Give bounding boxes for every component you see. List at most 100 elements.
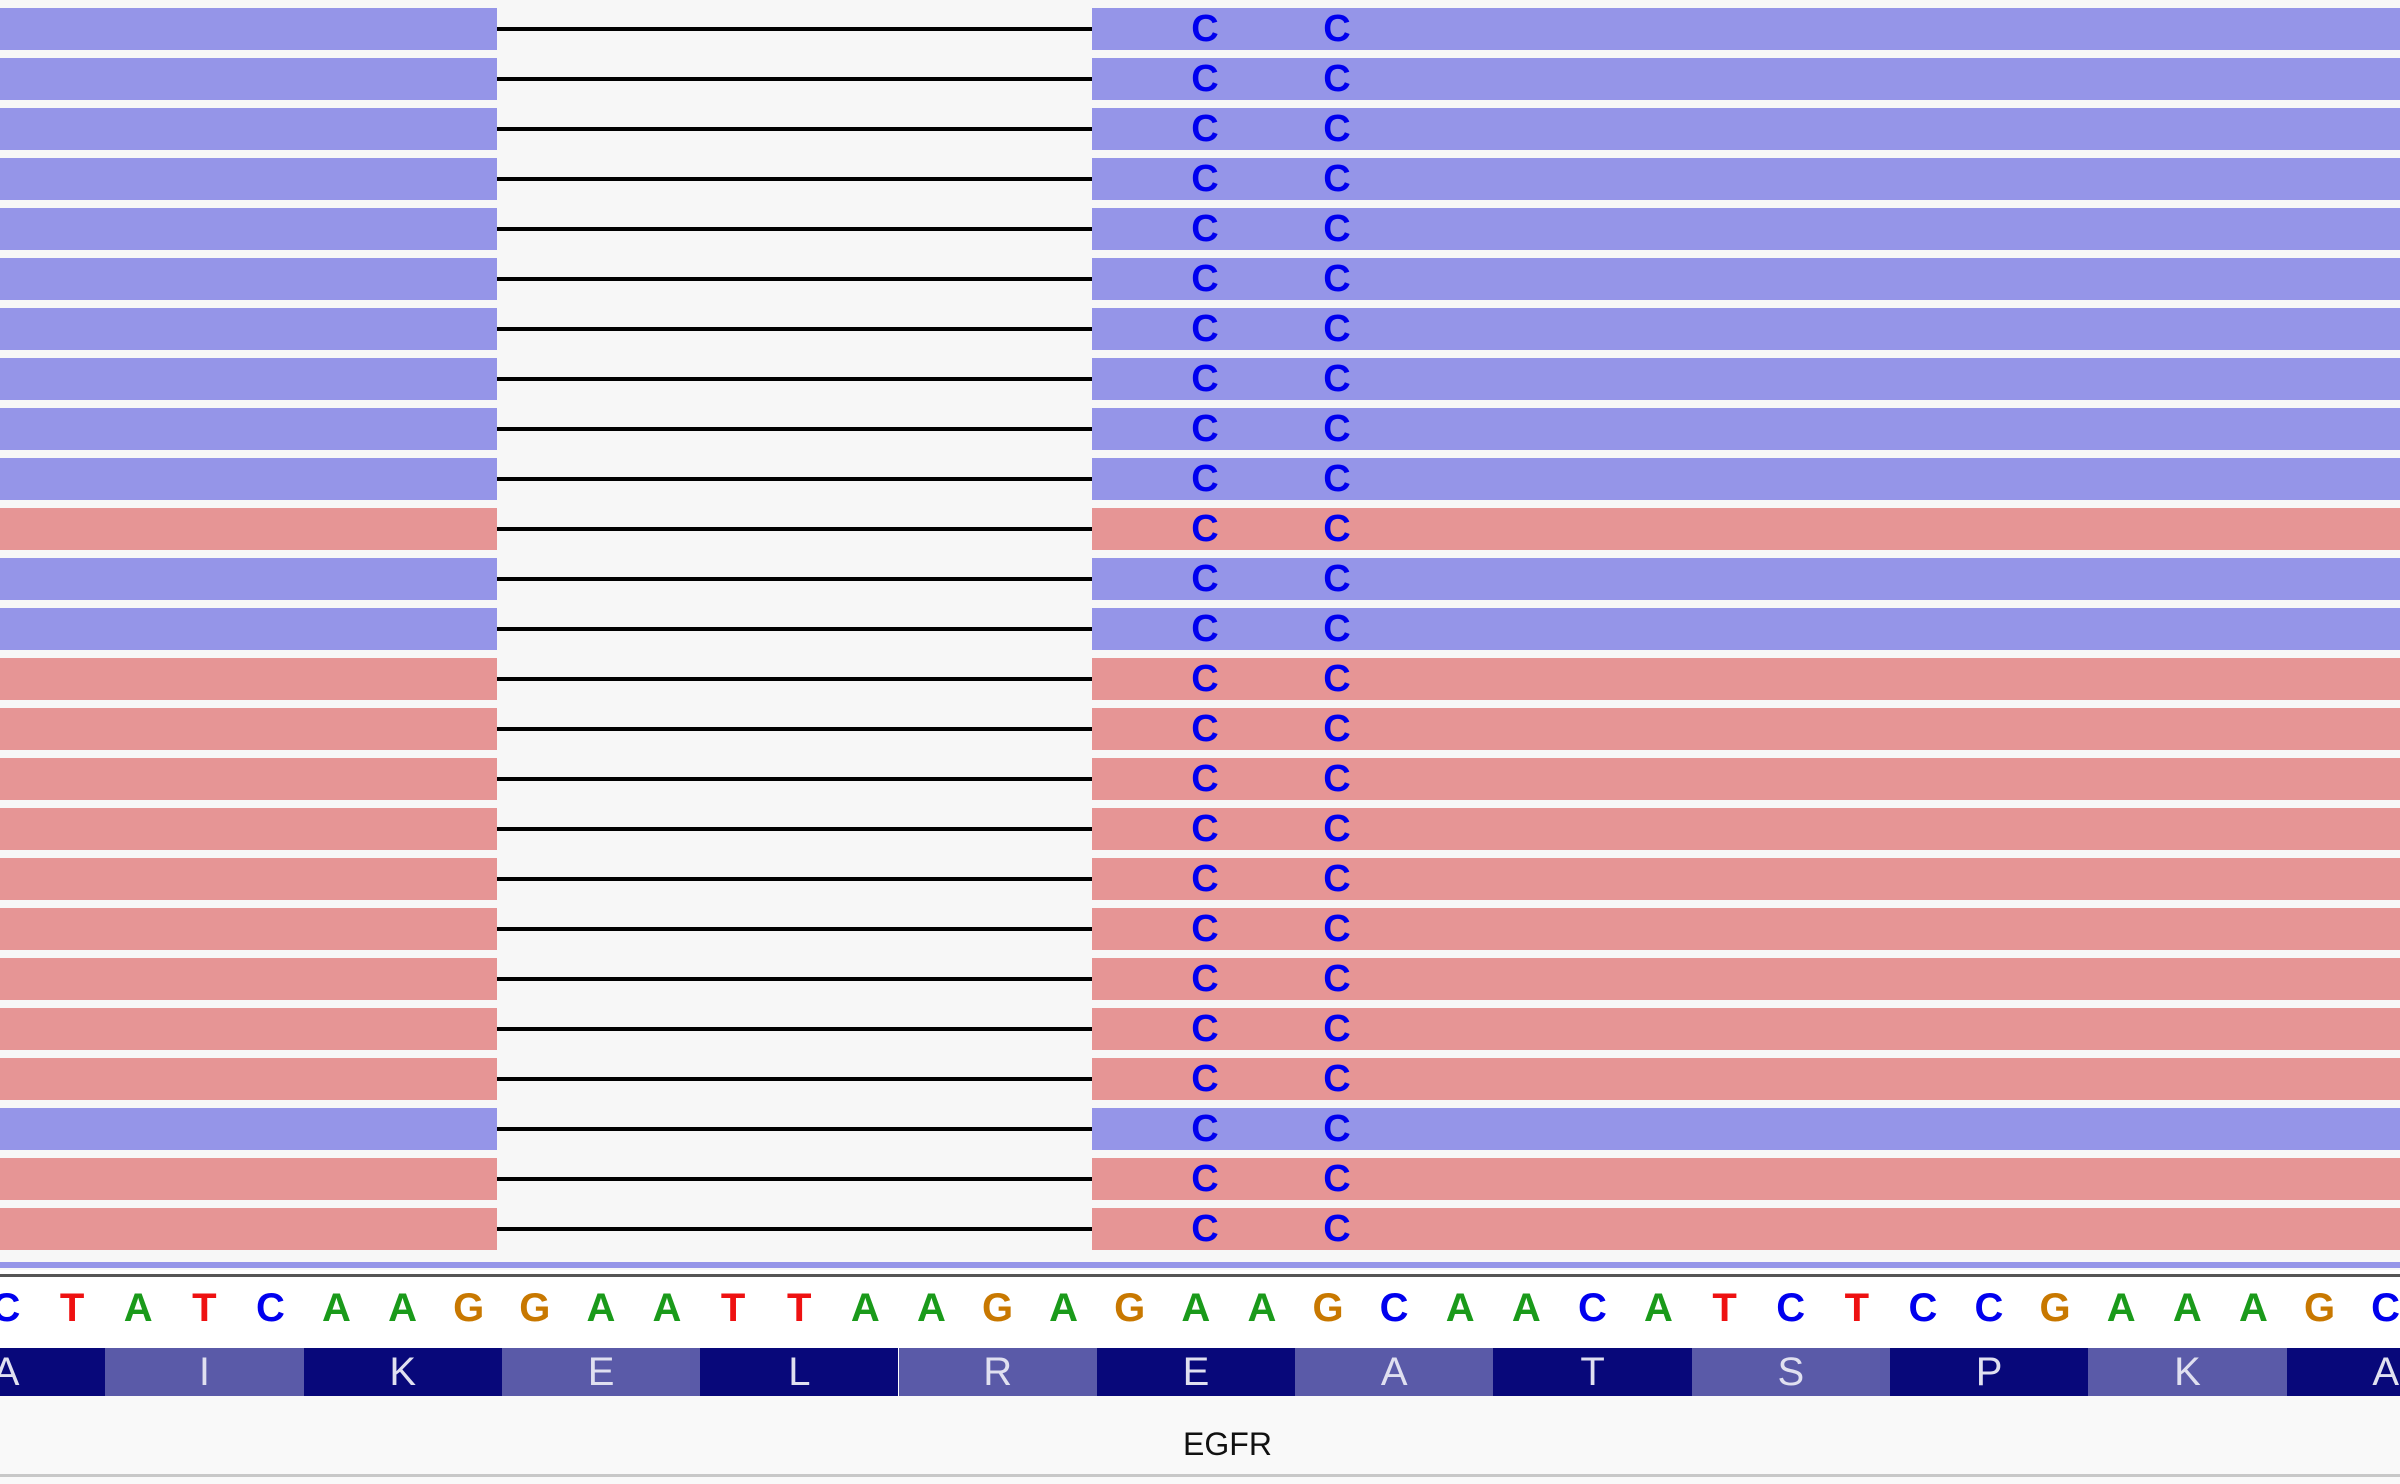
- read-aligned-block-right[interactable]: [1092, 58, 2400, 100]
- reference-base: G: [981, 1286, 1014, 1330]
- mismatch-base: C: [1323, 808, 1351, 850]
- read-aligned-block-left[interactable]: [0, 1208, 497, 1250]
- read-aligned-block-left[interactable]: [0, 658, 497, 700]
- read-aligned-block-left[interactable]: [0, 258, 497, 300]
- read-aligned-block-right[interactable]: [1092, 758, 2400, 800]
- read-aligned-block-right[interactable]: [1092, 608, 2400, 650]
- read-aligned-block-right[interactable]: [1092, 1058, 2400, 1100]
- read-aligned-block-right[interactable]: [1092, 558, 2400, 600]
- read-aligned-block-left[interactable]: [0, 408, 497, 450]
- read-aligned-block-left[interactable]: [0, 1158, 497, 1200]
- read-aligned-block-right[interactable]: [1092, 658, 2400, 700]
- deletion-line: [497, 277, 1092, 281]
- amino-acid-block: A: [2286, 1348, 2400, 1396]
- read-aligned-block-left[interactable]: [0, 308, 497, 350]
- read-aligned-block-left[interactable]: [0, 1058, 497, 1100]
- read-aligned-block-left[interactable]: [0, 708, 497, 750]
- read-aligned-block-left[interactable]: [0, 808, 497, 850]
- read-aligned-block-right[interactable]: [1092, 208, 2400, 250]
- amino-acid-block: K: [2088, 1348, 2287, 1396]
- read-aligned-block-left[interactable]: [0, 858, 497, 900]
- gene-track[interactable]: EGFR: [0, 1396, 2400, 1484]
- mismatch-base: C: [1323, 508, 1351, 550]
- read-aligned-block-left[interactable]: [0, 558, 497, 600]
- read-aligned-block-right[interactable]: [1092, 808, 2400, 850]
- read-aligned-block-right[interactable]: [1092, 1158, 2400, 1200]
- deletion-line: [497, 1177, 1092, 1181]
- read-aligned-block-left[interactable]: [0, 158, 497, 200]
- read-aligned-block-right[interactable]: [1092, 458, 2400, 500]
- read-aligned-block-right[interactable]: [1092, 958, 2400, 1000]
- reference-base: C: [0, 1286, 21, 1330]
- read-aligned-block-left[interactable]: [0, 1108, 497, 1150]
- read-aligned-block-left[interactable]: [0, 8, 497, 50]
- read-aligned-block-right[interactable]: [1092, 408, 2400, 450]
- mismatch-base: C: [1323, 58, 1351, 100]
- deletion-line: [497, 727, 1092, 731]
- reference-base: G: [519, 1286, 551, 1330]
- read-aligned-block-right[interactable]: [1092, 858, 2400, 900]
- read-aligned-block-left[interactable]: [0, 108, 497, 150]
- read-aligned-block-right[interactable]: [1092, 108, 2400, 150]
- mismatch-base: C: [1191, 58, 1219, 100]
- read-aligned-block-left[interactable]: [0, 1008, 497, 1050]
- read-aligned-block-right[interactable]: [1092, 358, 2400, 400]
- reference-base: T: [720, 1286, 746, 1330]
- read-aligned-block-right[interactable]: [1092, 508, 2400, 550]
- read-aligned-block-left[interactable]: [0, 608, 497, 650]
- deletion-line: [497, 177, 1092, 181]
- read-aligned-block-right[interactable]: [1092, 258, 2400, 300]
- read-aligned-block-right[interactable]: [1092, 1208, 2400, 1250]
- read-aligned-block-left[interactable]: [0, 58, 497, 100]
- read-aligned-block-right[interactable]: [1092, 308, 2400, 350]
- read-aligned-block-right[interactable]: [1092, 8, 2400, 50]
- read-aligned-block-left[interactable]: [0, 758, 497, 800]
- deletion-line: [497, 127, 1092, 131]
- read-aligned-block-right[interactable]: [1092, 158, 2400, 200]
- read-aligned-block-left[interactable]: [0, 358, 497, 400]
- reference-base: G: [1312, 1286, 1344, 1330]
- read-aligned-block-right[interactable]: [1092, 1008, 2400, 1050]
- reference-base: A: [123, 1286, 153, 1330]
- read-aligned-block-right[interactable]: [1092, 1108, 2400, 1150]
- read-aligned-block-left[interactable]: [0, 208, 497, 250]
- read-aligned-block-left[interactable]: [0, 458, 497, 500]
- mismatch-base: C: [1191, 108, 1219, 150]
- reference-base: A: [2172, 1286, 2202, 1330]
- amino-acid-block: A: [0, 1348, 106, 1396]
- read-aligned-block-left[interactable]: [0, 958, 497, 1000]
- mismatch-base: C: [1323, 1108, 1351, 1150]
- read-aligned-block-right[interactable]: [1092, 908, 2400, 950]
- read-aligned-block-left[interactable]: [0, 908, 497, 950]
- read-aligned-block-left[interactable]: [0, 508, 497, 550]
- read-aligned-block-right[interactable]: [1092, 708, 2400, 750]
